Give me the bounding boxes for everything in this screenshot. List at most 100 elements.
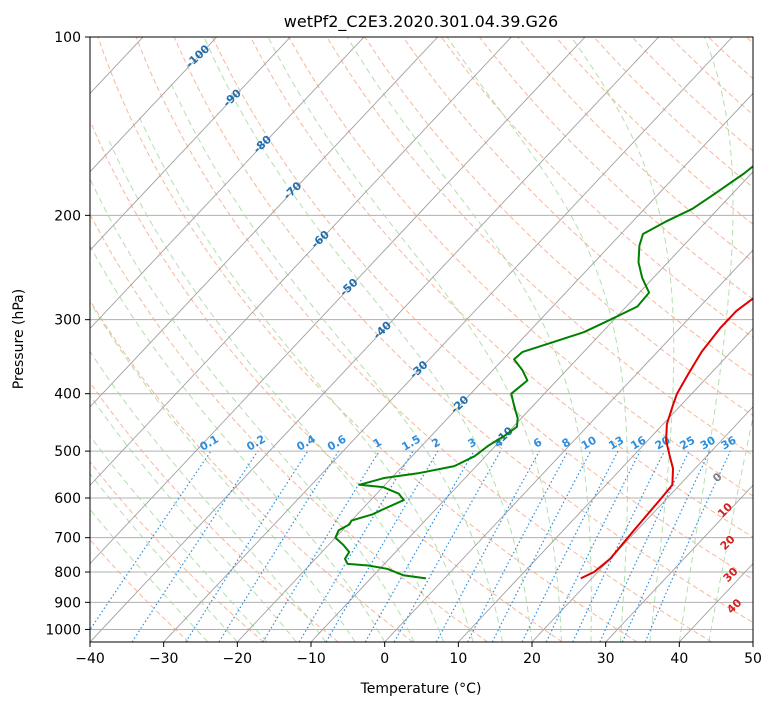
dry-adiabat xyxy=(402,37,753,377)
isotherm xyxy=(90,37,291,251)
x-tick-label: −10 xyxy=(296,651,326,667)
mixing-ratio-label: 0.1 xyxy=(198,433,221,454)
moist-adiabat-label: 30 xyxy=(721,565,741,585)
mixing-ratio-label: 1.5 xyxy=(400,433,423,454)
mixing-ratio-line xyxy=(491,450,592,642)
dry-adiabat xyxy=(669,37,753,116)
moist-adiabat xyxy=(90,244,386,642)
moist-adiabat xyxy=(708,414,753,642)
y-tick-label: 900 xyxy=(54,595,81,611)
dry-adiabat xyxy=(517,37,753,263)
y-axis-label: Pressure (hPa) xyxy=(11,289,27,389)
dry-adiabat xyxy=(211,37,753,581)
mixing-ratio-line xyxy=(185,450,309,642)
isotherm xyxy=(531,406,753,642)
moist-adiabat xyxy=(90,177,415,642)
x-tick-label: 10 xyxy=(449,651,467,667)
dry-adiabat xyxy=(173,37,753,624)
moist-adiabat-label: 10 xyxy=(715,500,735,520)
isotherm xyxy=(752,641,753,642)
mixing-ratio-label: 16 xyxy=(629,433,649,452)
isotherm xyxy=(458,327,753,642)
isotherm xyxy=(310,171,753,642)
mixing-ratio-line xyxy=(393,450,502,642)
dry-adiabat xyxy=(250,37,753,538)
mixing-ratio-line xyxy=(298,450,414,642)
dry-adiabat xyxy=(90,538,190,642)
isotherm xyxy=(90,37,660,642)
mixing-ratio-label: 10 xyxy=(579,433,599,452)
dry-adiabat xyxy=(631,37,753,152)
mixing-ratio-line xyxy=(599,450,690,642)
moist-adiabat xyxy=(267,37,562,642)
moist-adiabat xyxy=(203,37,533,642)
isotherm xyxy=(163,37,733,642)
moist-adiabat xyxy=(346,37,592,642)
mixing-ratio-label: 36 xyxy=(719,433,739,452)
y-tick-label: 600 xyxy=(54,491,81,507)
temperature-profile-line xyxy=(580,297,753,580)
y-tick-label: 100 xyxy=(54,30,81,46)
y-axis: 100 200 300 400 500 600 700 800 900 1000 xyxy=(45,30,90,638)
dry-adiabat xyxy=(90,460,264,642)
moist-adiabat xyxy=(137,113,474,642)
plot-area: 0.1 0.2 0.4 0.6 1 1.5 2 3 4 6 8 10 13 16 20 25 30 36-100-… xyxy=(90,37,753,642)
moist-adiabat-label: 20 xyxy=(718,533,738,553)
isotherm xyxy=(90,37,586,565)
x-tick-label: 30 xyxy=(597,651,615,667)
y-tick-label: 700 xyxy=(54,531,81,547)
dry-adiabat xyxy=(135,37,712,642)
mixing-ratio-label: 1 xyxy=(371,436,384,451)
mixing-ratio-line xyxy=(325,450,439,642)
mixing-ratio-line xyxy=(435,450,540,642)
isotherm xyxy=(90,37,439,408)
isotherm xyxy=(90,37,365,330)
mixing-ratio-line xyxy=(218,450,340,642)
y-tick-label: 800 xyxy=(54,565,81,581)
mixing-ratio-label: 30 xyxy=(698,433,718,452)
mixing-ratio-label: 6 xyxy=(531,435,544,450)
moist-adiabat xyxy=(90,508,209,642)
y-tick-label: 400 xyxy=(54,387,81,403)
mixing-ratio-label: 13 xyxy=(606,434,626,453)
mixing-ratio-label: 3 xyxy=(466,436,479,451)
dry-adiabat xyxy=(364,37,753,417)
plot-frame xyxy=(89,36,754,643)
y-tick-label: 200 xyxy=(54,208,81,224)
dry-adiabat xyxy=(479,37,753,300)
chart-title: wetPf2_C2E3.2020.301.04.39.G26 xyxy=(284,12,558,32)
x-tick-label: 0 xyxy=(380,651,389,667)
y-tick-label: 500 xyxy=(54,444,81,460)
dry-adiabat xyxy=(288,37,753,497)
moist-adiabat xyxy=(108,141,445,642)
mixing-ratio-line xyxy=(262,450,380,642)
x-axis: −40 −30 −20 −10 0 10 20 30 40 50 xyxy=(75,642,762,667)
moist-adiabat xyxy=(90,301,356,642)
moist-adiabat-label: 40 xyxy=(724,596,744,616)
moist-adiabat xyxy=(446,37,628,642)
x-tick-label: 50 xyxy=(744,651,762,667)
y-tick-label: 300 xyxy=(54,313,81,329)
dry-adiabat xyxy=(90,119,563,642)
moist-adiabat xyxy=(678,37,734,642)
mixing-ratio-line xyxy=(545,450,641,642)
x-tick-label: 20 xyxy=(523,651,541,667)
dry-adiabat xyxy=(593,37,753,189)
x-tick-label: 40 xyxy=(670,651,688,667)
moist-adiabat xyxy=(90,472,238,642)
x-tick-label: −20 xyxy=(223,651,253,667)
isotherm xyxy=(237,92,753,642)
moist-adiabat xyxy=(90,350,327,642)
x-tick-label: −30 xyxy=(149,651,179,667)
dewpoint-profile-line xyxy=(334,165,753,580)
dry-adiabat xyxy=(90,213,488,642)
mixing-ratio-line xyxy=(621,450,711,642)
dry-adiabat xyxy=(97,37,638,642)
mixing-ratio-line xyxy=(90,450,212,631)
mixing-ratio-line xyxy=(131,450,259,642)
dry-adiabat xyxy=(708,37,753,80)
mixing-ratio-label: 0.4 xyxy=(294,432,318,453)
y-tick-label: 1000 xyxy=(45,622,81,638)
dry-adiabat xyxy=(746,37,753,44)
